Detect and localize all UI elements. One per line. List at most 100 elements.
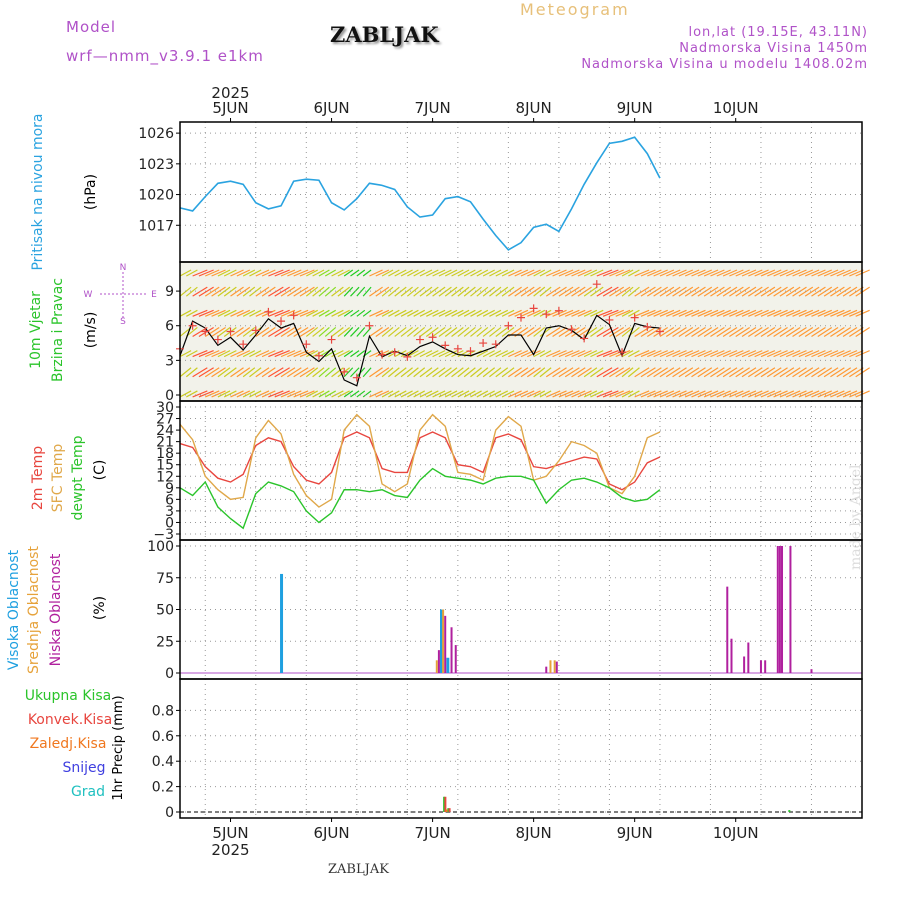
wind-arrow <box>394 309 407 317</box>
wind-arrow <box>741 390 757 398</box>
wind-side-label-2: Brzina i Pravac <box>50 278 66 382</box>
x-day-label-bottom: 6JUN <box>313 824 349 842</box>
gust-marker <box>529 304 538 313</box>
wind-arrow <box>280 309 296 317</box>
y-tick-label: 15 <box>156 458 174 474</box>
wind-arrow <box>198 269 214 277</box>
wind-arrow <box>823 326 839 337</box>
wind-arrow <box>299 390 315 398</box>
wind-arrow <box>760 326 776 337</box>
wind-arrow <box>318 327 330 337</box>
wind-arrow <box>754 390 769 398</box>
wind-arrow <box>508 390 522 398</box>
wind-arrow <box>394 326 407 337</box>
wind-arrow <box>647 309 662 317</box>
wind-arrow <box>217 390 231 398</box>
wind-arrow <box>659 309 675 317</box>
x-year-label-top: 2025 <box>211 84 249 102</box>
wind-arrow <box>697 269 713 277</box>
wind-arrow <box>653 390 668 398</box>
wind-arrow <box>590 286 604 297</box>
wind-arrow <box>823 269 839 277</box>
wind-arrow <box>419 350 433 358</box>
wind-arrow <box>211 350 226 358</box>
wind-arrow <box>192 309 208 317</box>
wind-arrow <box>571 309 586 317</box>
wind-arrow <box>754 367 769 378</box>
wind-arrow <box>836 367 852 378</box>
wind-arrow <box>299 286 315 297</box>
wind-arrow <box>779 390 795 398</box>
y-tick-label: 1023 <box>138 157 174 173</box>
wind-arrow <box>533 350 546 358</box>
wind-arrow <box>545 367 561 378</box>
wind-arrow <box>482 326 496 337</box>
wind-arrow <box>324 367 337 378</box>
wind-arrow <box>672 350 687 358</box>
wind-arrow <box>236 326 251 337</box>
y-tick-label: 3 <box>165 353 174 369</box>
wind-arrow <box>495 269 509 277</box>
wind-arrow <box>615 390 631 398</box>
gust-marker <box>491 340 500 349</box>
wind-arrow <box>489 309 502 317</box>
wind-arrow <box>350 327 360 337</box>
wind-arrow <box>691 367 706 378</box>
wind-arrow <box>394 367 407 378</box>
wind-arrow <box>242 269 256 277</box>
wind-arrow <box>653 269 668 277</box>
wind-arrow <box>476 326 489 337</box>
wind-arrow <box>268 367 284 378</box>
cloud-bar <box>810 669 813 673</box>
wind-arrow <box>217 350 231 358</box>
temp-unit-label: (C) <box>92 460 108 481</box>
y-tick-label: 3 <box>165 504 174 520</box>
wind-arrow <box>501 269 515 277</box>
wind-arrow <box>192 390 208 398</box>
wind-arrow <box>564 390 580 398</box>
wind-arrow <box>186 390 198 398</box>
wind-arrow <box>609 390 624 398</box>
wind-arrow <box>710 309 725 317</box>
compass-east: E <box>151 290 157 300</box>
wind-arrow <box>792 309 807 317</box>
wind-arrow <box>230 326 244 337</box>
cloud-bar <box>553 660 556 673</box>
wind-arrow <box>179 286 192 297</box>
wind-arrow <box>817 390 832 398</box>
wind-arrow <box>665 326 681 337</box>
wind-arrow <box>647 269 662 277</box>
wind-arrow <box>268 286 284 297</box>
wind-arrow <box>621 286 634 297</box>
wind-arrow <box>356 390 366 398</box>
wind-arrow <box>628 309 640 317</box>
precip-bar <box>447 808 450 812</box>
cloud-bar <box>545 666 548 673</box>
wind-arrow <box>716 367 732 378</box>
wind-arrow <box>192 350 208 358</box>
wind-arrow <box>571 367 586 378</box>
wind-arrow <box>388 269 400 277</box>
wind-arrow <box>482 309 495 317</box>
wind-arrow <box>722 367 738 378</box>
wind-arrow <box>735 350 750 358</box>
wind-arrow <box>205 390 220 398</box>
wind-arrow <box>849 326 864 337</box>
wind-arrow <box>249 286 262 297</box>
wind-arrow <box>324 390 337 398</box>
wind-arrow <box>646 367 662 378</box>
wind-arrow <box>849 286 864 297</box>
wind-arrow <box>773 390 788 398</box>
wind-arrow <box>817 350 832 358</box>
wind-arrow <box>640 390 656 398</box>
wind-arrow <box>564 326 580 337</box>
wind-arrow <box>268 350 284 358</box>
wind-arrow <box>369 326 383 337</box>
temperature-line-1 <box>179 431 661 491</box>
wind-arrow <box>577 269 592 277</box>
wind-arrow <box>741 367 757 378</box>
wind-arrow <box>785 269 801 277</box>
gust-marker <box>618 348 627 357</box>
wind-arrow <box>842 286 858 297</box>
wind-arrow <box>609 350 624 358</box>
